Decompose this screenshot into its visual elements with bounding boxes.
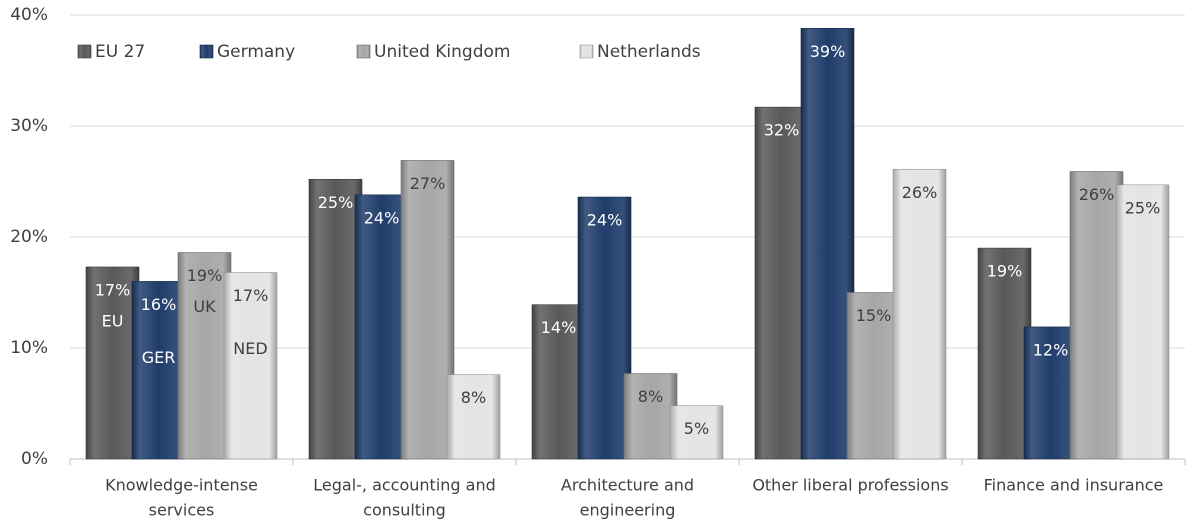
y-tick-label: 0% [21, 449, 48, 469]
bar [531, 304, 586, 460]
y-tick-label: 30% [10, 116, 48, 136]
bar [177, 252, 232, 460]
value-label: 26% [902, 183, 938, 202]
legend-swatch [356, 44, 371, 59]
bar [400, 160, 455, 460]
legend-swatch [199, 44, 214, 59]
bar [800, 28, 855, 460]
bar-annotation: NED [233, 339, 267, 358]
bar [1023, 326, 1078, 460]
legend-swatch [77, 44, 92, 59]
value-label: 16% [141, 295, 177, 314]
bar [446, 374, 501, 460]
value-label: 24% [364, 208, 400, 227]
y-tick-label: 10% [10, 338, 48, 358]
bar [754, 106, 809, 460]
legend-swatch [579, 44, 594, 59]
bar [85, 266, 140, 460]
x-tick-label: engineering [580, 501, 676, 520]
legend-label: United Kingdom [374, 42, 510, 62]
bar [308, 178, 363, 460]
value-label: 15% [856, 306, 892, 325]
value-label: 19% [987, 262, 1023, 281]
bar [354, 194, 409, 460]
bar-annotation: GER [142, 348, 176, 367]
bar [1069, 171, 1124, 460]
bar [131, 281, 186, 460]
bar [623, 373, 678, 460]
value-label: 39% [810, 42, 846, 61]
value-label: 25% [1125, 198, 1161, 217]
value-label: 24% [587, 211, 623, 230]
bar [223, 272, 278, 460]
x-tick-label: consulting [363, 501, 446, 520]
y-tick-label: 40% [10, 5, 48, 25]
bar [669, 405, 724, 460]
value-label: 27% [410, 174, 446, 193]
value-label: 19% [187, 266, 223, 285]
x-tick-label: Other liberal professions [752, 476, 948, 495]
value-label: 17% [233, 286, 269, 305]
value-label: 5% [684, 419, 709, 438]
x-tick-label: services [149, 501, 215, 520]
bar [892, 168, 947, 460]
legend-label: Netherlands [597, 42, 701, 62]
value-label: 8% [638, 387, 663, 406]
x-tick-label: Architecture and [561, 476, 694, 495]
value-label: 17% [95, 280, 131, 299]
value-label: 8% [461, 388, 486, 407]
x-tick-label: Finance and insurance [984, 476, 1164, 495]
value-label: 12% [1033, 340, 1069, 359]
x-tick-label: Legal-, accounting and [313, 476, 496, 495]
x-tick-label: Knowledge-intense [105, 476, 258, 495]
bar [977, 247, 1032, 460]
bar-annotation: UK [193, 297, 216, 316]
bar-annotation: EU [102, 311, 124, 330]
value-label: 25% [318, 193, 354, 212]
bar [1115, 184, 1170, 460]
bar [846, 292, 901, 460]
legend-label: Germany [217, 42, 295, 62]
legend-label: EU 27 [95, 42, 145, 62]
y-tick-label: 20% [10, 227, 48, 247]
value-label: 26% [1079, 185, 1115, 204]
bar [577, 196, 632, 460]
value-label: 14% [541, 318, 577, 337]
value-label: 32% [764, 121, 800, 140]
